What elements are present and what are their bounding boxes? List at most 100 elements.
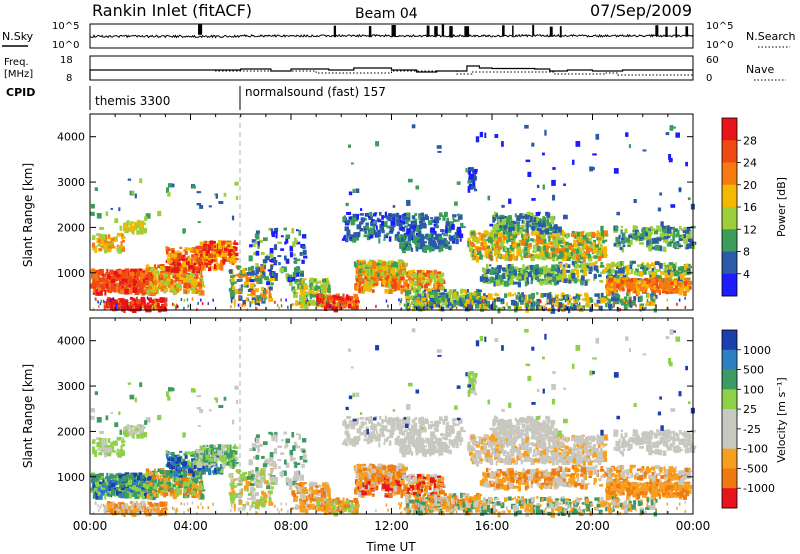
power-cell bbox=[616, 211, 620, 216]
power-cell bbox=[309, 277, 314, 283]
power-cell bbox=[591, 244, 594, 248]
power-cell bbox=[231, 215, 235, 221]
power-cell bbox=[428, 301, 432, 306]
power-cell bbox=[647, 281, 650, 285]
power-cell bbox=[402, 288, 407, 293]
power-cell bbox=[199, 204, 204, 209]
power-cell bbox=[563, 183, 566, 186]
power-cell bbox=[578, 297, 581, 301]
power-cell bbox=[421, 280, 425, 284]
power-cell bbox=[549, 252, 552, 258]
power-cell bbox=[366, 212, 370, 217]
power-cell bbox=[400, 289, 403, 295]
power-cell bbox=[542, 184, 545, 190]
power-cell bbox=[648, 270, 652, 275]
power-cell bbox=[473, 255, 478, 261]
power-cell bbox=[407, 224, 411, 227]
power-cell bbox=[343, 304, 347, 308]
power-cell bbox=[475, 303, 478, 309]
power-cell bbox=[215, 265, 221, 270]
power-cell bbox=[241, 273, 244, 279]
power-cell bbox=[429, 273, 435, 280]
power-cell bbox=[662, 240, 668, 243]
power-cell bbox=[653, 230, 659, 235]
power-cell bbox=[647, 234, 652, 240]
power-cell bbox=[102, 278, 106, 282]
power-cell bbox=[665, 277, 669, 280]
power-cell bbox=[517, 243, 521, 248]
power-cell bbox=[429, 242, 434, 248]
power-cell bbox=[652, 271, 656, 278]
power-cell bbox=[121, 300, 124, 303]
power-cell bbox=[641, 235, 646, 240]
power-cell bbox=[531, 142, 535, 147]
power-cell bbox=[171, 251, 175, 255]
power-cell bbox=[580, 280, 584, 286]
power-cell bbox=[183, 298, 186, 302]
power-cell bbox=[520, 268, 525, 274]
power-cell bbox=[639, 303, 644, 308]
power-cell bbox=[309, 295, 312, 300]
power-cell bbox=[659, 282, 662, 288]
power-cell bbox=[167, 191, 171, 197]
power-cell bbox=[368, 215, 373, 220]
power-cell bbox=[595, 250, 600, 254]
power-cell bbox=[121, 236, 126, 239]
power-cell bbox=[475, 296, 481, 299]
power-cell bbox=[109, 276, 114, 280]
power-cell bbox=[531, 198, 536, 201]
power-cell bbox=[585, 238, 589, 243]
power-cell bbox=[184, 250, 188, 255]
cpid-mode-themis: themis 3300 bbox=[95, 94, 170, 108]
power-cell bbox=[532, 275, 538, 279]
power-cell bbox=[473, 168, 478, 172]
power-cell bbox=[403, 282, 408, 288]
power-cell bbox=[408, 290, 412, 295]
power-cell bbox=[113, 238, 118, 242]
power-cell bbox=[565, 269, 570, 273]
power-cell bbox=[511, 275, 515, 279]
power-cell bbox=[116, 286, 119, 292]
power-cell bbox=[127, 275, 132, 282]
power-cell bbox=[157, 264, 161, 269]
power-cell bbox=[411, 215, 416, 220]
power-cell bbox=[586, 245, 589, 252]
power-cell bbox=[422, 290, 425, 295]
power-cell bbox=[625, 237, 631, 243]
power-cell bbox=[618, 296, 621, 300]
power-cell bbox=[455, 219, 460, 222]
power-cell bbox=[328, 284, 331, 290]
power-cell bbox=[367, 261, 373, 268]
power-cell bbox=[469, 294, 474, 300]
power-cell bbox=[93, 278, 97, 284]
power-cell bbox=[131, 191, 134, 195]
power-cell bbox=[627, 264, 633, 269]
power-cell bbox=[324, 280, 330, 286]
beam-title: Beam 04 bbox=[355, 6, 418, 22]
power-cell bbox=[256, 279, 260, 284]
power-cell bbox=[424, 241, 427, 244]
power-cell bbox=[594, 293, 599, 297]
power-cell bbox=[360, 208, 363, 211]
power-cell bbox=[166, 187, 169, 193]
power-cell bbox=[371, 270, 376, 276]
power-cell bbox=[471, 296, 475, 300]
power-cell bbox=[599, 243, 603, 247]
power-cell bbox=[440, 306, 445, 312]
noise-spike bbox=[391, 25, 396, 37]
power-cell bbox=[130, 301, 134, 307]
power-cell bbox=[501, 298, 505, 305]
power-cell bbox=[364, 280, 368, 286]
power-cell bbox=[384, 289, 389, 292]
power-cell bbox=[476, 249, 482, 256]
power-cell bbox=[552, 236, 555, 240]
power-cell bbox=[425, 293, 429, 296]
power-cell bbox=[169, 266, 173, 270]
power-cell bbox=[254, 278, 260, 282]
power-cell bbox=[204, 262, 208, 268]
power-cell bbox=[471, 256, 475, 261]
power-cell bbox=[108, 299, 114, 305]
power-cell bbox=[245, 297, 249, 302]
power-cell bbox=[667, 242, 672, 247]
power-cell bbox=[220, 246, 225, 251]
